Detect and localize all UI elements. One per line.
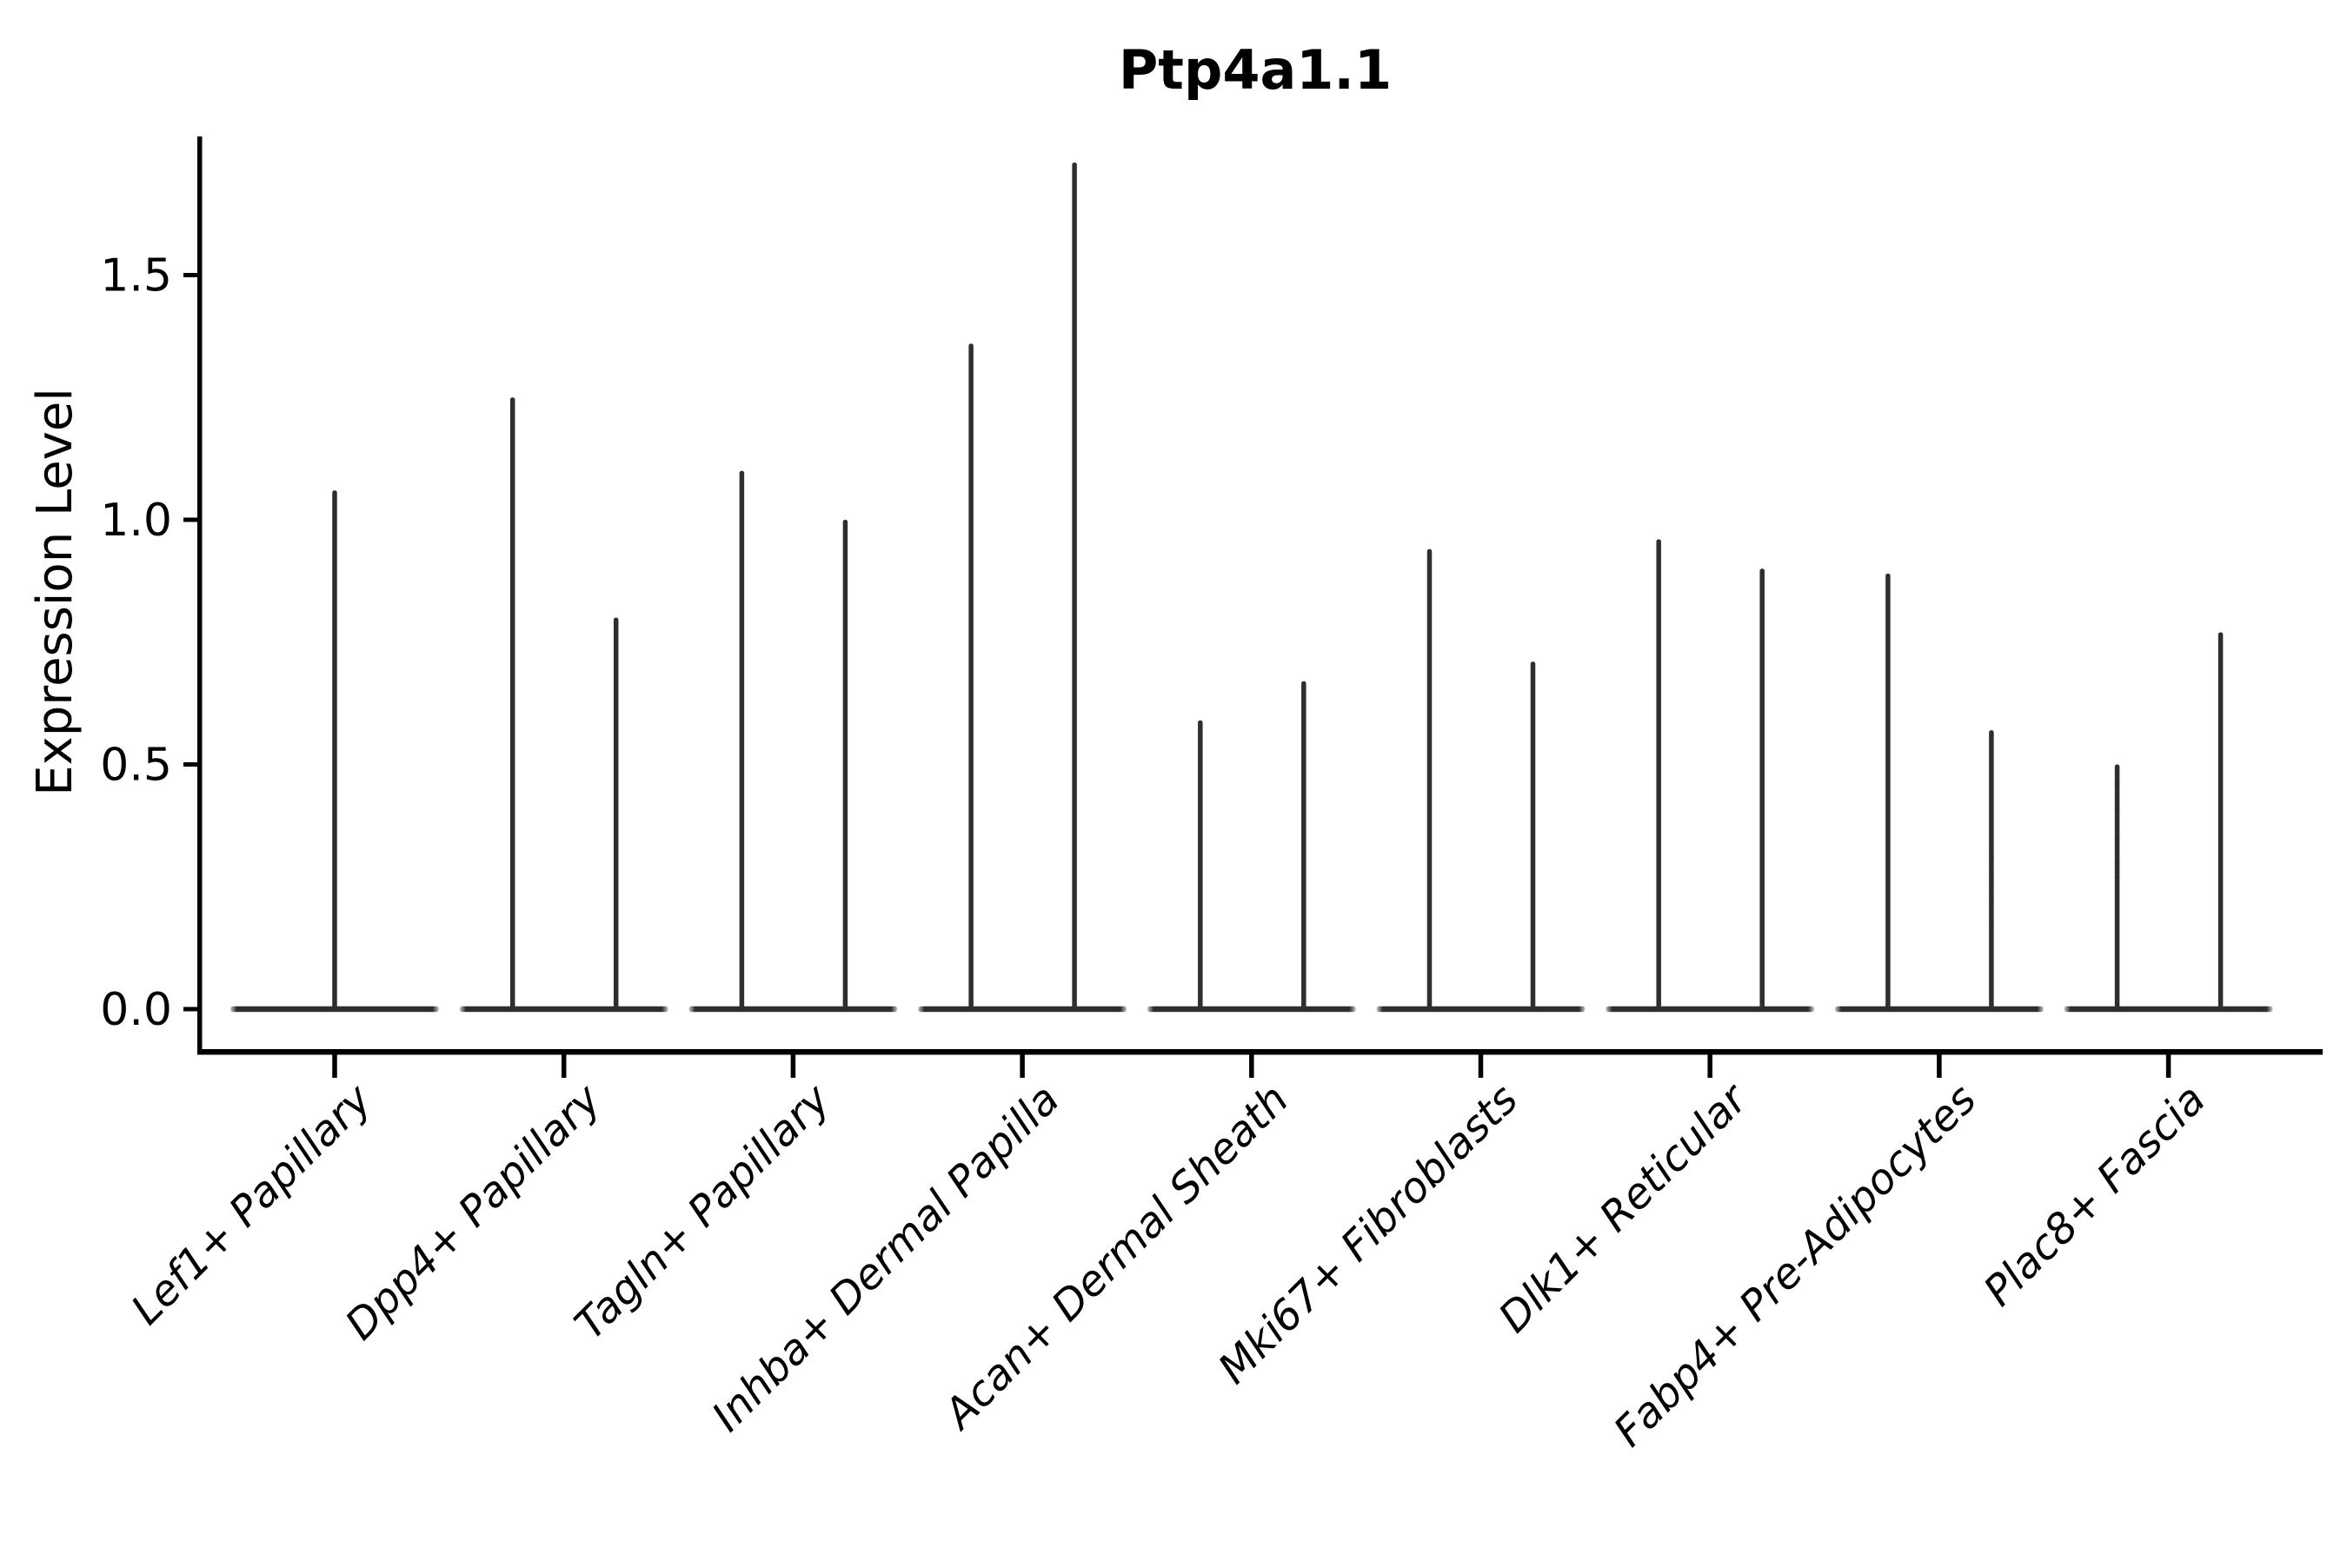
jitter-point: [1989, 854, 1994, 860]
x-tick-label: Lef1+ Papillary: [122, 1074, 382, 1334]
y-tick-mark: [183, 517, 199, 522]
violin-spike: [2114, 764, 2120, 1009]
chart-title: Ptp4a1.1: [1119, 38, 1392, 102]
y-tick-label: 0.0: [100, 984, 172, 1036]
violin-spike: [509, 397, 515, 1009]
violin-baseline: [1606, 1006, 1815, 1013]
violin-baseline: [918, 1006, 1127, 1013]
y-tick-mark: [183, 762, 199, 767]
y-tick-label: 1.0: [100, 495, 172, 547]
jitter-point: [2114, 835, 2120, 840]
y-tick-label: 0.5: [100, 740, 172, 792]
x-tick-label: Dlk1+ Reticular: [1489, 1073, 1759, 1343]
jitter-point: [2114, 781, 2120, 787]
violin-baseline: [688, 1006, 898, 1013]
violin-spike: [332, 490, 337, 1009]
violin-spike: [613, 617, 619, 1009]
y-axis-label: Expression Level: [27, 388, 83, 796]
x-tick-label: Fabp4+ Pre-Adipocytes: [1605, 1075, 1986, 1457]
x-tick-label: Tagln+ Papillary: [566, 1074, 841, 1349]
violin-spike: [1301, 681, 1306, 1009]
x-axis-line: [197, 1049, 2323, 1055]
violin-baseline: [2064, 1006, 2273, 1013]
jitter-point: [2114, 874, 2120, 880]
x-tick-mark: [1937, 1054, 1942, 1078]
violin-spike: [1198, 720, 1203, 1009]
x-tick-label: Dpp4+ Papillary: [336, 1074, 611, 1349]
violin-baseline: [1147, 1006, 1356, 1013]
x-tick-mark: [2165, 1054, 2171, 1078]
violin-spike: [1885, 573, 1891, 1009]
y-tick-mark: [183, 1007, 199, 1012]
x-tick-mark: [561, 1054, 567, 1078]
jitter-point: [1989, 899, 1994, 904]
violin-spike: [1072, 163, 1077, 1009]
jitter-point: [2114, 806, 2120, 811]
violin-spike: [842, 520, 848, 1009]
violin-baseline: [459, 1006, 668, 1013]
violin-spike: [1656, 539, 1661, 1009]
jitter-point: [2114, 860, 2120, 865]
x-tick-mark: [1478, 1054, 1484, 1078]
x-tick-mark: [790, 1054, 796, 1078]
violin-spike: [1426, 548, 1433, 1009]
x-tick-label: Plac8+ Fascia: [1974, 1075, 2215, 1316]
y-tick-mark: [183, 273, 199, 277]
violin-baseline: [1834, 1006, 2044, 1013]
violin-spike: [1989, 730, 1994, 1009]
violin-spike: [1759, 568, 1765, 1009]
violin-spike: [2217, 632, 2224, 1009]
violin-baseline: [1376, 1006, 1586, 1013]
x-tick-mark: [1707, 1054, 1712, 1078]
violin-spike: [968, 343, 974, 1009]
y-tick-label: 1.5: [100, 250, 172, 302]
x-tick-mark: [332, 1054, 337, 1078]
jitter-point: [1989, 874, 1994, 880]
x-tick-mark: [1249, 1054, 1254, 1078]
x-tick-mark: [1020, 1054, 1025, 1078]
y-axis-line: [197, 136, 203, 1054]
violin-spike: [1530, 661, 1536, 1009]
jitter-point: [1989, 918, 1994, 924]
violin-spike: [739, 470, 745, 1009]
